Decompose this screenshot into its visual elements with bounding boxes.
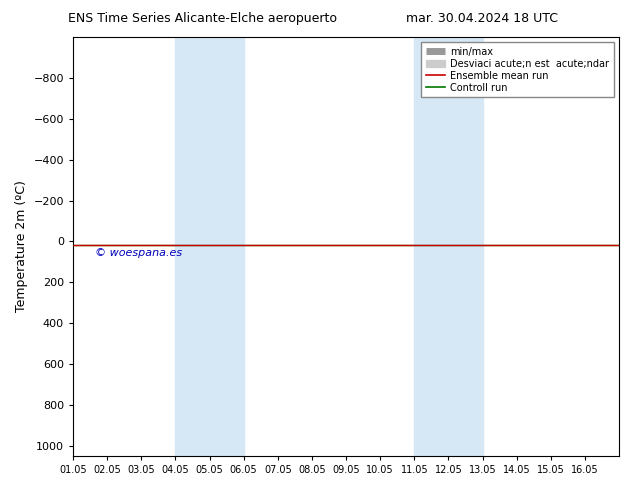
- Text: mar. 30.04.2024 18 UTC: mar. 30.04.2024 18 UTC: [406, 12, 558, 25]
- Text: © woespana.es: © woespana.es: [95, 248, 182, 258]
- Legend: min/max, Desviaci acute;n est  acute;ndar, Ensemble mean run, Controll run: min/max, Desviaci acute;n est acute;ndar…: [421, 42, 614, 98]
- Text: ENS Time Series Alicante-Elche aeropuerto: ENS Time Series Alicante-Elche aeropuert…: [68, 12, 337, 25]
- Y-axis label: Temperature 2m (ºC): Temperature 2m (ºC): [15, 181, 28, 313]
- Bar: [414, 37, 482, 456]
- Bar: [176, 37, 243, 456]
